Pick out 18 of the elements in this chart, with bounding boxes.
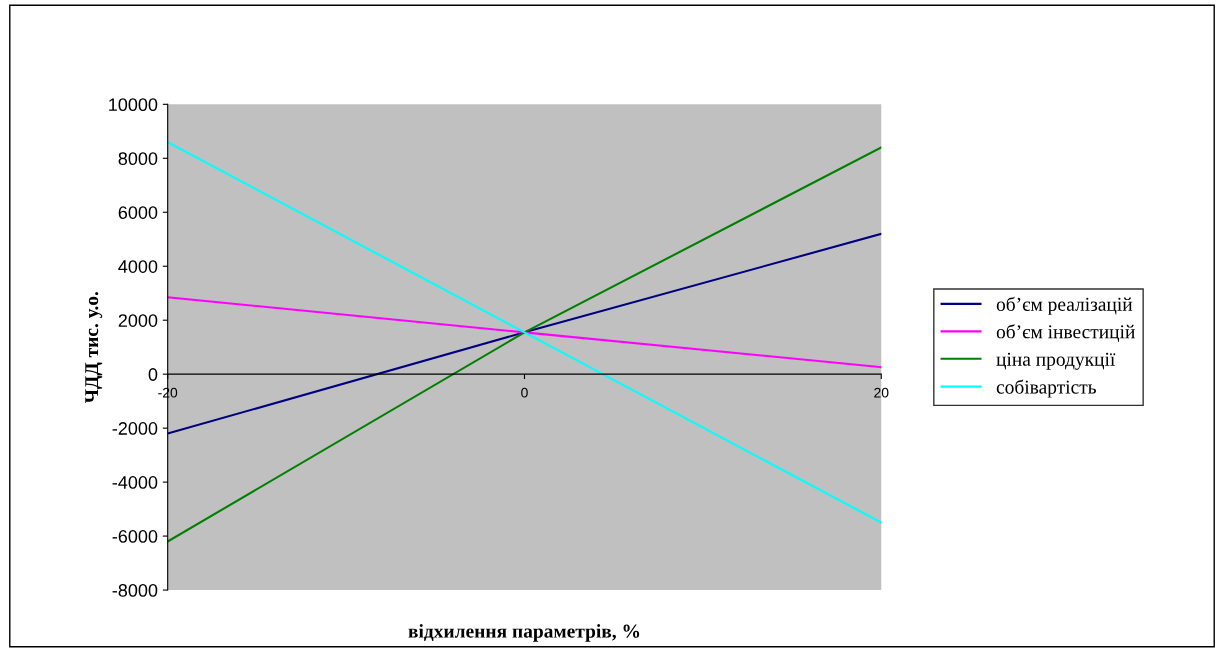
- legend-label: собівартість: [996, 379, 1096, 398]
- y-tick-label: 2000: [118, 314, 158, 327]
- y-tick-label: 10000: [109, 98, 158, 112]
- y-tick-label: 6000: [118, 206, 158, 219]
- x-axis-title: відхилення параметрів, %: [408, 624, 640, 642]
- x-tick-label: 0: [521, 387, 528, 398]
- y-tick-label: -2000: [112, 422, 158, 435]
- y-tick-label: -4000: [112, 476, 158, 489]
- y-tick-label: 0: [148, 368, 158, 381]
- y-tick-label: 4000: [118, 260, 158, 273]
- x-tick-label: 20: [874, 387, 889, 398]
- legend-label: об’єм інвестицій: [996, 324, 1135, 342]
- y-tick-label: -6000: [112, 530, 158, 543]
- y-axis-title: ЧДД тис. у.о.: [85, 291, 103, 404]
- legend-label: об’єм реалізацій: [996, 296, 1133, 315]
- legend-label: ціна продукції: [996, 352, 1116, 370]
- y-tick-label: -8000: [112, 583, 158, 597]
- y-tick-label: 8000: [118, 152, 158, 166]
